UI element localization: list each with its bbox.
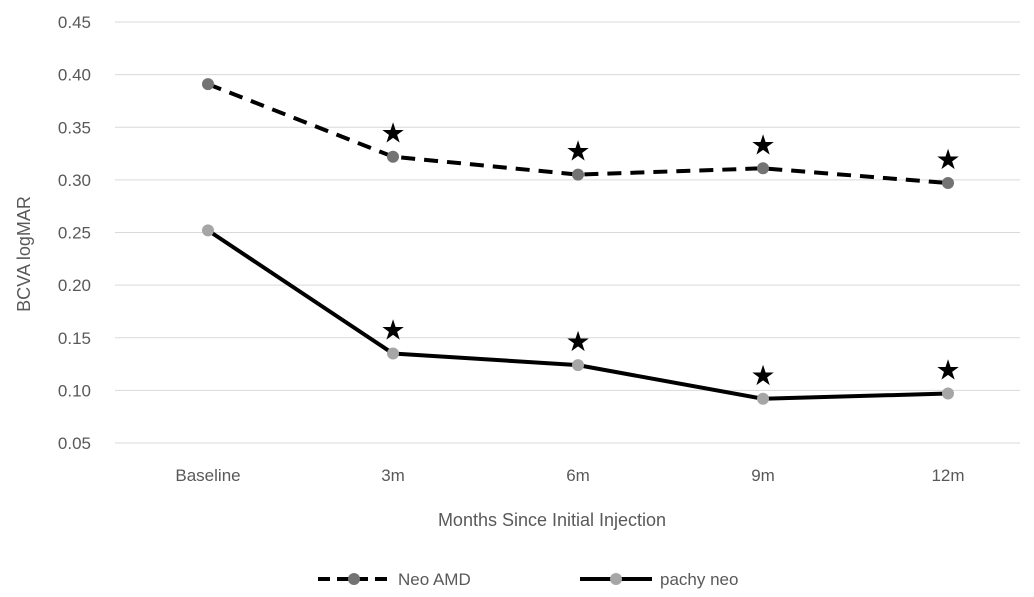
significance-star: ★ bbox=[935, 143, 960, 176]
data-point bbox=[757, 162, 769, 175]
data-point bbox=[757, 392, 769, 405]
x-axis-title: Months Since Initial Injection bbox=[438, 510, 666, 530]
data-point bbox=[202, 78, 214, 91]
x-tick-label: 3m bbox=[381, 466, 405, 485]
data-point bbox=[572, 168, 584, 181]
significance-star: ★ bbox=[935, 354, 960, 387]
y-tick-label: 0.05 bbox=[58, 434, 91, 453]
y-tick-label: 0.45 bbox=[58, 13, 91, 32]
data-point bbox=[572, 359, 584, 372]
x-tick-label: 6m bbox=[566, 466, 590, 485]
series-line bbox=[207, 82, 949, 186]
y-tick-label: 0.20 bbox=[58, 276, 91, 295]
y-tick-label: 0.35 bbox=[58, 118, 91, 137]
significance-star: ★ bbox=[380, 314, 405, 347]
significance-star: ★ bbox=[750, 128, 775, 161]
y-tick-label: 0.25 bbox=[58, 224, 91, 243]
y-axis-title: BCVA logMAR bbox=[14, 196, 34, 312]
y-tick-label: 0.10 bbox=[58, 381, 91, 400]
y-tick-label: 0.30 bbox=[58, 171, 91, 190]
series-neo-amd bbox=[202, 78, 954, 190]
series-layer bbox=[202, 78, 954, 405]
legend-label: Neo AMD bbox=[398, 570, 471, 589]
legend-marker bbox=[348, 573, 360, 585]
legend: Neo AMD pachy neo bbox=[318, 570, 738, 589]
legend-label: pachy neo bbox=[660, 570, 738, 589]
data-point bbox=[942, 387, 954, 400]
significance-stars: ★ ★ ★ ★ ★ ★ ★ ★ bbox=[380, 117, 960, 392]
significance-star: ★ bbox=[380, 117, 405, 150]
data-point bbox=[942, 177, 954, 190]
significance-star: ★ bbox=[565, 325, 590, 358]
x-tick-label: 9m bbox=[751, 466, 775, 485]
series-line bbox=[206, 228, 949, 401]
series-pachy-neo bbox=[202, 224, 954, 405]
y-axis-ticks: 0.05 0.10 0.15 0.20 0.25 0.30 0.35 0.40 0.45 bbox=[58, 13, 91, 453]
data-point bbox=[202, 224, 214, 237]
legend-item: pachy neo bbox=[580, 570, 738, 589]
data-point bbox=[387, 347, 399, 360]
x-axis-ticks: Baseline 3m 6m 9m 12m bbox=[175, 466, 964, 485]
significance-star: ★ bbox=[750, 359, 775, 392]
legend-marker bbox=[610, 573, 622, 585]
significance-star: ★ bbox=[565, 135, 590, 168]
x-tick-label: 12m bbox=[931, 466, 964, 485]
y-tick-label: 0.40 bbox=[58, 66, 91, 85]
x-tick-label: Baseline bbox=[175, 466, 240, 485]
legend-item: Neo AMD bbox=[318, 570, 471, 589]
gridlines bbox=[115, 21, 1020, 444]
data-point bbox=[387, 150, 399, 163]
y-tick-label: 0.15 bbox=[58, 329, 91, 348]
